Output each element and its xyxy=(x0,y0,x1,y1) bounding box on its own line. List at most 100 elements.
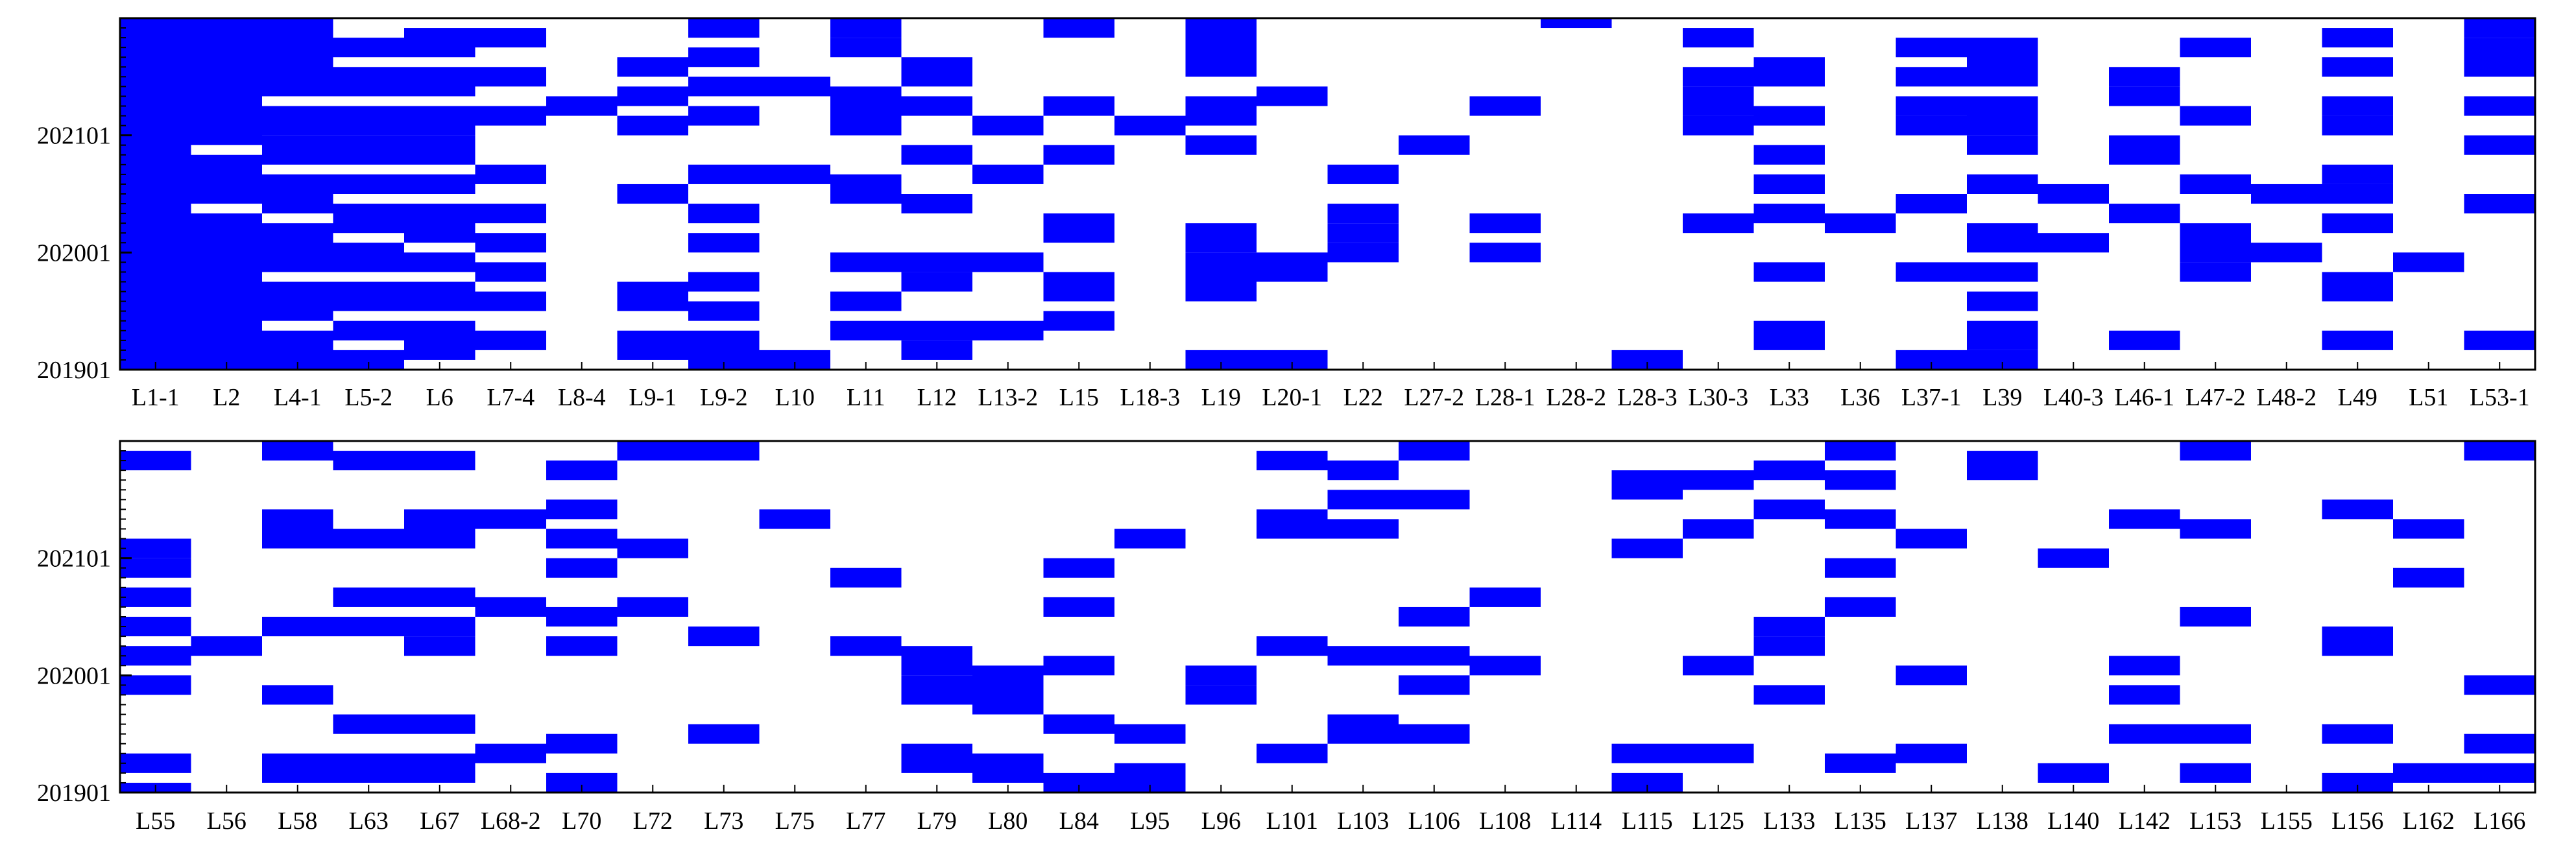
bar-L68-2-2 xyxy=(475,509,546,529)
bar-L106-5 xyxy=(1399,441,1470,461)
bar-L40-3-0 xyxy=(2038,233,2109,253)
bar-L73-0 xyxy=(688,724,760,744)
bar-L10-1 xyxy=(759,164,830,184)
bar-L49-5 xyxy=(2322,115,2393,136)
bar-L101-1 xyxy=(1257,636,1328,656)
bar-L37-1-3 xyxy=(1896,115,1967,136)
bar-L58-5 xyxy=(262,441,333,461)
bar-L153-3 xyxy=(2180,519,2251,539)
x-tick-label: L28-3 xyxy=(1617,384,1678,411)
bar-L153-0 xyxy=(2180,763,2251,783)
bar-L11-2 xyxy=(830,252,902,272)
bar-L133-2 xyxy=(1753,617,1825,637)
x-tick-label: L115 xyxy=(1622,807,1673,835)
x-tick-label: L39 xyxy=(1982,384,2022,411)
x-tick-label: L68-2 xyxy=(481,807,541,835)
bar-L13-2-0 xyxy=(972,320,1044,340)
x-tick-label: L63 xyxy=(349,807,389,835)
bar-L36-0 xyxy=(1825,213,1896,233)
bar-L162-2 xyxy=(2393,519,2464,539)
x-tick-label: L48-2 xyxy=(2256,384,2317,411)
bar-L70-1 xyxy=(546,734,618,754)
bar-L9-1-5 xyxy=(617,57,688,77)
x-tick-label: L27-2 xyxy=(1404,384,1464,411)
bar-L162-1 xyxy=(2393,567,2464,588)
x-tick-label: L162 xyxy=(2403,807,2455,835)
bar-L4-1-5 xyxy=(262,106,333,136)
bar-L27-2-0 xyxy=(1399,135,1470,155)
bar-L11-6 xyxy=(830,38,902,58)
bar-L49-6 xyxy=(2322,96,2393,116)
bar-L5-2-8 xyxy=(333,67,404,97)
bar-L6-8 xyxy=(404,28,475,58)
bar-L135-3 xyxy=(1825,509,1896,529)
bar-L12-4 xyxy=(901,194,972,214)
bar-L12-5 xyxy=(901,145,972,165)
x-tick-label: L153 xyxy=(2189,807,2241,835)
x-tick-label: L22 xyxy=(1343,384,1383,411)
y-tick-label: 202101 xyxy=(37,123,111,150)
x-tick-label: L20-1 xyxy=(1262,384,1322,411)
bar-L9-2-2 xyxy=(688,272,760,292)
bar-L15-0 xyxy=(1043,311,1114,331)
bar-L84-4 xyxy=(1043,558,1114,578)
bar-L55-7 xyxy=(120,538,191,558)
x-tick-label: L80 xyxy=(988,807,1028,835)
bar-L33-3 xyxy=(1753,174,1825,194)
bar-L95-2 xyxy=(1114,529,1186,549)
bar-L7-4-6 xyxy=(475,106,546,126)
bar-L72-2 xyxy=(617,441,688,461)
x-tick-label: L84 xyxy=(1059,807,1099,835)
bar-L7-4-7 xyxy=(475,67,546,87)
bar-L7-4-0 xyxy=(475,330,546,350)
bar-L15-3 xyxy=(1043,145,1114,165)
x-tick-label: L28-2 xyxy=(1546,384,1606,411)
bar-L9-1-1 xyxy=(617,281,688,311)
bar-L20-1-1 xyxy=(1257,252,1328,282)
bar-L58-0 xyxy=(262,753,333,783)
bar-L9-2-4 xyxy=(688,204,760,224)
bar-L7-4-3 xyxy=(475,233,546,253)
x-tick-label: L6 xyxy=(426,384,453,411)
bar-L5-2-3 xyxy=(333,243,404,272)
bar-L9-1-4 xyxy=(617,86,688,106)
x-tick-label: L18-3 xyxy=(1120,384,1180,411)
x-tick-label: L9-1 xyxy=(629,384,677,411)
bar-L67-4 xyxy=(404,587,475,607)
bar-L72-1 xyxy=(617,538,688,558)
bar-L18-3-0 xyxy=(1114,115,1186,136)
bar-L6-4 xyxy=(404,174,475,194)
x-tick-label: L10 xyxy=(775,384,815,411)
x-tick-label: L79 xyxy=(917,807,957,835)
bar-L39-1 xyxy=(1967,320,2038,350)
x-tick-label: L135 xyxy=(1835,807,1886,835)
bar-L80-2 xyxy=(972,675,1044,705)
x-tick-label: L9-2 xyxy=(700,384,748,411)
bar-L7-4-4 xyxy=(475,204,546,224)
bar-L30-3-1 xyxy=(1683,115,1754,136)
bar-L70-7 xyxy=(546,460,618,481)
bar-L96-1 xyxy=(1185,665,1257,686)
y-tick-label: 202101 xyxy=(37,545,111,573)
bar-L7-4-5 xyxy=(475,164,546,184)
x-tick-label: L51 xyxy=(2409,384,2448,411)
bar-L15-1 xyxy=(1043,272,1114,302)
bar-L135-2 xyxy=(1825,558,1896,578)
y-tick-label: 201901 xyxy=(37,357,111,384)
bar-L1-1-0 xyxy=(120,18,191,370)
bar-L33-6 xyxy=(1753,57,1825,87)
x-tick-label: L67 xyxy=(420,807,459,835)
bar-L67-5 xyxy=(404,529,475,549)
bar-L28-2-0 xyxy=(1541,18,1612,29)
bar-L39-4 xyxy=(1967,223,2038,253)
bar-L133-1 xyxy=(1753,636,1825,656)
bar-L79-1 xyxy=(901,675,972,705)
x-tick-label: L72 xyxy=(633,807,673,835)
bar-L47-2-2 xyxy=(2180,223,2251,243)
bar-L156-1 xyxy=(2322,724,2393,744)
bar-L133-4 xyxy=(1753,460,1825,481)
bar-L39-7 xyxy=(1967,96,2038,136)
bar-L135-5 xyxy=(1825,441,1896,461)
bar-L166-0 xyxy=(2464,763,2535,783)
x-tick-label: L12 xyxy=(917,384,957,411)
